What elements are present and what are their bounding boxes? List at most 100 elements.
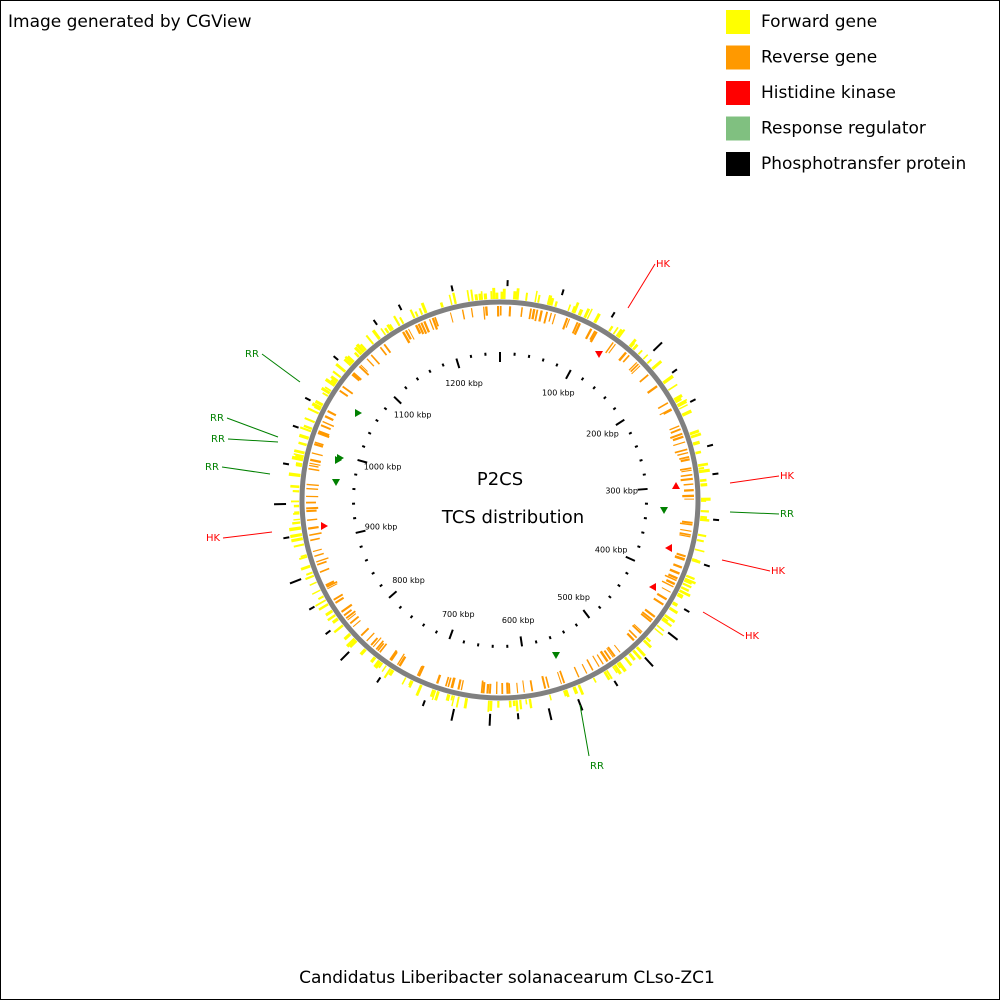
phosphotransfer-tick <box>289 578 302 585</box>
forward-gene <box>388 323 395 331</box>
forward-gene <box>480 291 484 300</box>
reverse-gene <box>447 677 452 688</box>
forward-gene <box>698 466 705 470</box>
reverse-gene <box>307 525 319 530</box>
forward-gene <box>463 697 469 709</box>
forward-gene <box>409 309 416 319</box>
forward-gene <box>592 677 597 683</box>
reverse-gene <box>375 640 384 650</box>
reverse-gene <box>349 615 360 625</box>
forward-gene <box>291 455 304 462</box>
forward-gene <box>697 462 709 467</box>
reverse-gene <box>390 651 398 662</box>
reverse-gene <box>480 680 484 694</box>
phosphotransfer-tick <box>652 341 663 352</box>
reverse-gene <box>372 637 382 648</box>
forward-gene <box>292 521 301 525</box>
reverse-gene <box>370 637 379 646</box>
phosphotransfer-tick <box>450 285 454 292</box>
reverse-gene <box>460 680 464 691</box>
forward-gene <box>348 639 358 649</box>
reverse-gene <box>680 477 693 482</box>
scale-tick <box>534 640 538 644</box>
annotation-line <box>579 704 590 757</box>
forward-gene <box>528 698 533 709</box>
reverse-gene <box>358 365 370 376</box>
reverse-gene <box>679 532 691 536</box>
annotation-label: HK <box>771 566 786 577</box>
reverse-gene <box>322 420 335 428</box>
reverse-gene <box>681 469 692 473</box>
forward-gene <box>384 327 390 334</box>
phosphotransfer-tick <box>577 698 584 711</box>
reverse-gene <box>325 580 335 587</box>
reverse-gene <box>309 462 321 466</box>
forward-gene <box>293 543 305 548</box>
forward-gene <box>668 606 679 615</box>
forward-gene <box>420 302 428 314</box>
forward-gene <box>335 363 347 373</box>
reverse-gene <box>628 362 638 371</box>
reverse-gene <box>327 583 338 590</box>
phosphotransfer-tick <box>683 608 690 613</box>
scale-label: 600 kbp <box>502 616 535 625</box>
feature-marker <box>321 522 328 530</box>
forward-gene <box>431 690 437 701</box>
reverse-gene <box>404 329 412 340</box>
forward-gene <box>654 627 664 636</box>
legend-label: Phosphotransfer protein <box>761 154 966 174</box>
forward-gene <box>466 290 470 302</box>
forward-gene <box>676 593 684 599</box>
reverse-gene <box>352 619 361 628</box>
reverse-gene <box>679 534 691 538</box>
reverse-gene <box>334 596 345 604</box>
forward-gene <box>290 484 300 489</box>
reverse-gene <box>631 624 642 634</box>
reverse-gene <box>559 670 566 684</box>
reverse-gene <box>347 613 357 621</box>
legend-label: Response regulator <box>761 119 926 139</box>
reverse-gene <box>607 646 616 657</box>
forward-gene <box>487 700 490 712</box>
annotation-label: HK <box>656 259 671 270</box>
forward-gene <box>681 409 693 417</box>
reverse-gene <box>679 467 692 471</box>
forward-gene <box>549 694 552 701</box>
phosphotransfer-tick <box>421 700 426 707</box>
reverse-gene <box>657 402 669 410</box>
reverse-gene <box>318 430 330 437</box>
reverse-gene <box>457 679 462 690</box>
annotation-line <box>261 353 301 383</box>
forward-gene <box>300 564 311 571</box>
scale-tick <box>357 458 368 464</box>
reverse-gene <box>589 330 596 340</box>
phosphotransfer-tick <box>450 708 455 721</box>
phosphotransfer-tick <box>713 518 720 522</box>
annotation-label: RR <box>245 349 259 360</box>
scale-tick <box>434 630 438 634</box>
forward-gene <box>615 328 624 338</box>
reverse-gene <box>308 468 320 472</box>
forward-gene <box>295 462 303 467</box>
forward-gene <box>369 656 377 664</box>
forward-gene <box>628 338 637 348</box>
scale-tick <box>565 369 572 380</box>
reverse-gene <box>306 483 319 487</box>
forward-gene <box>451 695 455 707</box>
forward-gene <box>683 579 693 585</box>
legend-swatch <box>726 152 750 176</box>
reverse-gene <box>352 372 362 381</box>
reverse-gene <box>640 612 652 623</box>
phosphotransfer-tick <box>703 563 711 568</box>
forward-gene <box>401 677 407 685</box>
reverse-gene <box>316 560 327 566</box>
reverse-gene <box>571 321 579 334</box>
forward-gene <box>314 399 324 407</box>
forward-gene <box>293 453 305 457</box>
reverse-gene <box>631 365 641 375</box>
forward-gene <box>378 662 384 669</box>
forward-gene <box>612 666 618 674</box>
forward-gene <box>567 304 572 312</box>
reverse-gene <box>613 644 621 653</box>
forward-gene <box>345 637 357 648</box>
